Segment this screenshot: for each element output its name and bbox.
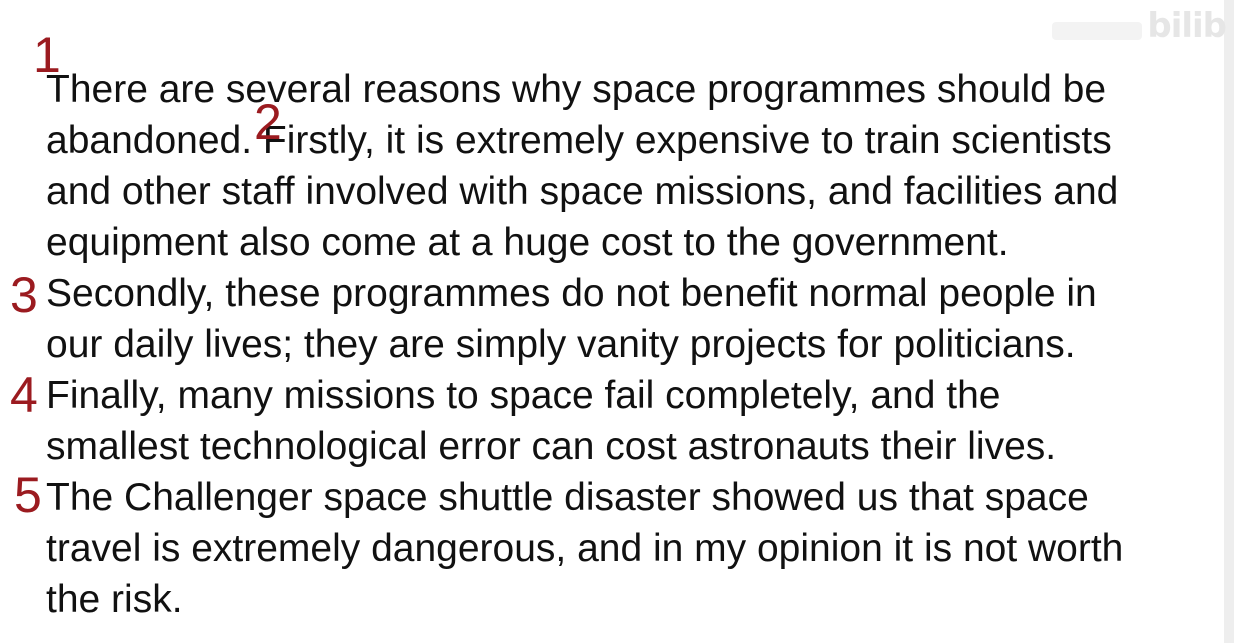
paragraph-line: The Challenger space shuttle disaster sh… bbox=[46, 476, 1089, 519]
paragraph-line: and other staff involved with space miss… bbox=[46, 170, 1119, 213]
essay-paragraph: There are several reasons why space prog… bbox=[46, 64, 1226, 625]
paragraph-line: Finally, many missions to space fail com… bbox=[46, 374, 1001, 417]
scrollbar-track[interactable] bbox=[1224, 0, 1234, 643]
paragraph-line: our daily lives; they are simply vanity … bbox=[46, 323, 1076, 366]
paragraph-line: the risk. bbox=[46, 578, 183, 621]
paragraph-line: Secondly, these programmes do not benefi… bbox=[46, 272, 1097, 315]
paragraph-line: abandoned. Firstly, it is extremely expe… bbox=[46, 119, 1112, 162]
annotation-number-4: 4 bbox=[10, 367, 38, 423]
paragraph-line: There are several reasons why space prog… bbox=[46, 68, 1107, 111]
watermark-logo: bilib bbox=[1147, 6, 1227, 46]
paragraph-line: smallest technological error can cost as… bbox=[46, 425, 1057, 468]
watermark-faint-text bbox=[1052, 22, 1142, 40]
annotation-number-2: 2 bbox=[254, 94, 282, 150]
annotation-number-1: 1 bbox=[33, 27, 61, 83]
paragraph-line: travel is extremely dangerous, and in my… bbox=[46, 527, 1124, 570]
annotation-number-3: 3 bbox=[10, 267, 38, 323]
annotation-number-5: 5 bbox=[14, 467, 42, 523]
paragraph-line: equipment also come at a huge cost to th… bbox=[46, 221, 1009, 264]
